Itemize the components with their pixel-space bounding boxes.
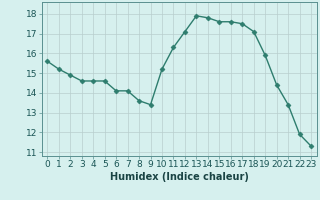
- X-axis label: Humidex (Indice chaleur): Humidex (Indice chaleur): [110, 172, 249, 182]
